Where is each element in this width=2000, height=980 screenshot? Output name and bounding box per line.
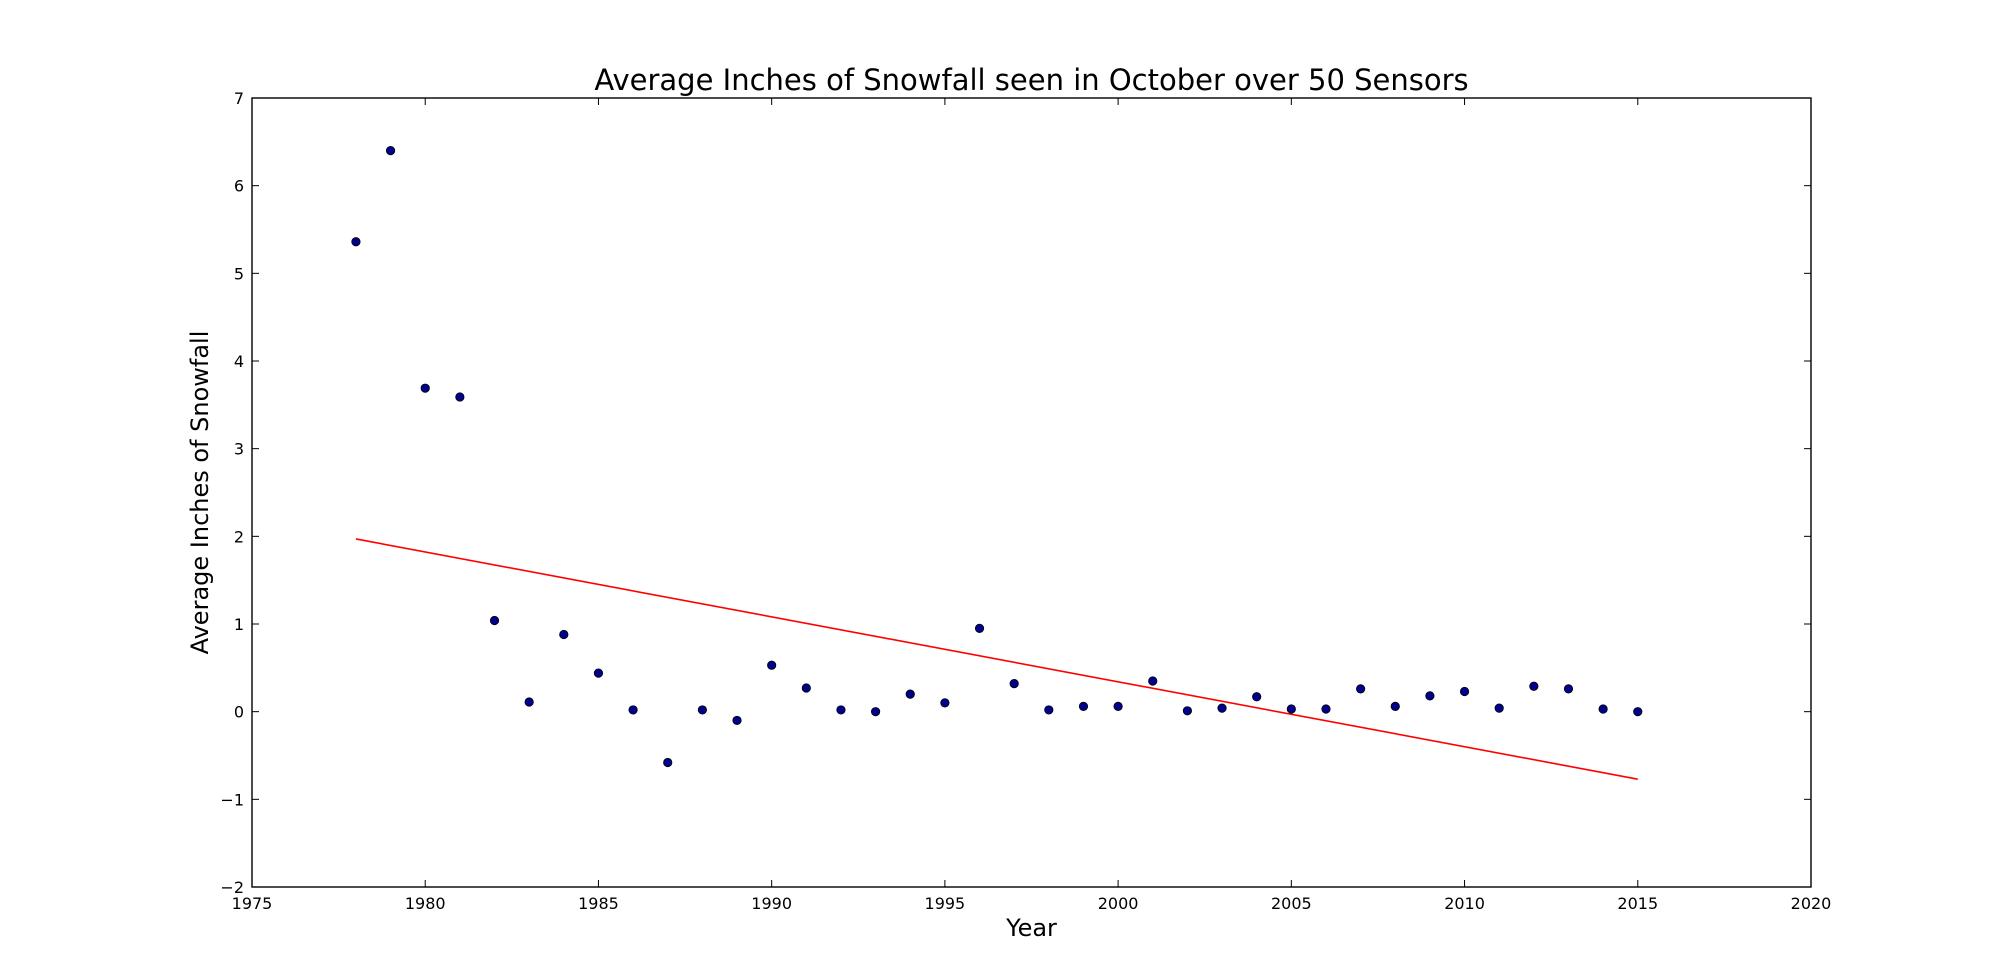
- data-point: [1009, 679, 1019, 689]
- data-point: [1148, 676, 1158, 686]
- data-point: [1078, 701, 1089, 712]
- data-point: [420, 383, 430, 393]
- y-tick-label: −1: [220, 790, 244, 809]
- data-point: [663, 757, 673, 768]
- data-point: [524, 697, 534, 707]
- x-tick-label: 2000: [1098, 894, 1139, 913]
- x-tick-label: 1975: [232, 894, 273, 913]
- data-point: [801, 683, 811, 693]
- y-tick-label: 5: [234, 264, 244, 283]
- y-tick-label: −2: [220, 878, 244, 897]
- data-point: [1459, 686, 1470, 697]
- data-point: [489, 615, 500, 626]
- data-point: [351, 237, 361, 247]
- data-point: [1252, 692, 1262, 702]
- data-point: [1390, 701, 1400, 712]
- x-tick-label: 1985: [578, 894, 619, 913]
- y-tick-label: 3: [234, 440, 244, 459]
- data-point: [1321, 704, 1331, 714]
- data-point: [940, 698, 950, 708]
- data-point: [455, 392, 465, 402]
- data-point: [1494, 703, 1504, 713]
- x-tick-label: 2020: [1791, 894, 1832, 913]
- data-point: [1356, 684, 1366, 694]
- data-point: [732, 715, 742, 726]
- data-point: [1044, 705, 1054, 715]
- x-tick-label: 1995: [925, 894, 966, 913]
- data-point: [385, 146, 396, 156]
- data-point: [870, 707, 881, 717]
- data-point: [697, 705, 707, 715]
- x-tick-label: 2010: [1444, 894, 1485, 913]
- y-tick-label: 0: [234, 703, 244, 722]
- x-tick-label: 2005: [1271, 894, 1312, 913]
- y-tick-label: 2: [234, 527, 244, 546]
- data-point: [1182, 706, 1193, 716]
- series-layer: [351, 146, 1643, 780]
- data-point: [593, 668, 604, 678]
- y-tick-label: 7: [234, 89, 244, 108]
- chart-title: Average Inches of Snowfall seen in Octob…: [594, 63, 1468, 97]
- x-axis: 1975 1980 1985 1990 1995 2000 2005 2010 2015 2020: [232, 98, 1832, 913]
- trend-line: [355, 538, 1638, 780]
- x-tick-label: 2015: [1617, 894, 1658, 913]
- data-point: [1598, 704, 1608, 714]
- plot-area: [251, 97, 1812, 888]
- data-point: [1529, 681, 1539, 691]
- data-point: [628, 705, 638, 715]
- data-point: [1425, 691, 1435, 701]
- x-tick-label: 1990: [751, 894, 792, 913]
- y-tick-label: 4: [234, 352, 244, 371]
- data-point: [559, 629, 569, 640]
- x-tick-label: 1980: [405, 894, 446, 913]
- data-point: [1633, 707, 1643, 717]
- data-point: [836, 705, 846, 715]
- data-point: [1217, 703, 1227, 713]
- data-point: [905, 689, 915, 699]
- y-tick-label: 6: [234, 177, 244, 196]
- data-point: [974, 623, 985, 633]
- data-point: [767, 660, 777, 670]
- y-tick-label: 1: [234, 615, 244, 634]
- y-axis-title: Average Inches of Snowfall: [186, 331, 214, 655]
- data-point: [1286, 704, 1296, 714]
- data-point: [1113, 701, 1123, 712]
- data-point: [1563, 684, 1574, 694]
- y-axis: −2 −1 0 1 2 3 4 5 6 7: [220, 89, 1811, 897]
- x-axis-title: Year: [1005, 914, 1057, 942]
